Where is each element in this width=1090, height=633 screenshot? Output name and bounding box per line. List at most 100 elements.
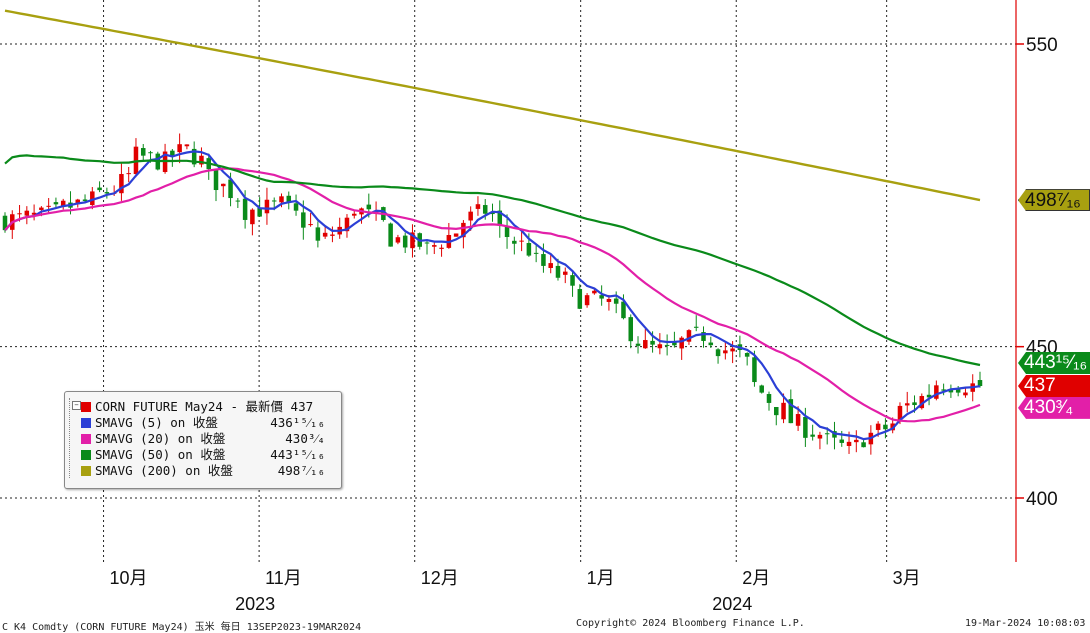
legend-tree-line	[69, 398, 78, 478]
ma-line	[4, 167, 981, 423]
candle-body	[643, 340, 648, 349]
candle-body	[955, 389, 961, 393]
candle-body	[541, 254, 546, 266]
candle-body	[279, 196, 284, 203]
legend-value: 443¹⁵⁄₁₆	[270, 447, 325, 462]
candle-body	[570, 275, 575, 286]
candle-body	[97, 187, 102, 191]
candle-body	[795, 414, 801, 426]
candle-body	[788, 399, 794, 424]
legend-swatch	[81, 466, 91, 476]
candle-body	[2, 215, 8, 231]
candle-body	[621, 301, 626, 319]
candle-body	[351, 213, 357, 216]
legend-label: SMAVG (20) on 收盤	[95, 431, 226, 446]
candle-body	[584, 295, 590, 306]
legend-swatch	[81, 402, 91, 412]
candle-body	[53, 202, 59, 205]
legend-swatch	[81, 434, 91, 444]
candle-body	[366, 204, 372, 210]
legend-collapse-icon[interactable]: −	[72, 401, 81, 410]
candle-body	[242, 198, 248, 220]
legend-label: CORN FUTURE May24 - 最新價 437	[95, 399, 314, 414]
candle-body	[635, 343, 641, 346]
moving-averages	[4, 9, 981, 441]
chart-legend: − CORN FUTURE May24 - 最新價 437 SMAVG (5) …	[64, 391, 342, 489]
candle-body	[271, 200, 277, 202]
candle-body	[599, 295, 604, 299]
candle-body	[264, 199, 270, 214]
candle-body	[439, 247, 444, 249]
candle-body	[482, 205, 488, 214]
candle-body	[563, 271, 568, 275]
footer-timestamp: 19-Mar-2024 10:08:03	[965, 618, 1086, 629]
candle-body	[170, 150, 175, 156]
candle-body	[344, 217, 350, 232]
candle-body	[221, 183, 226, 187]
candle-body	[257, 207, 262, 217]
candle-body	[75, 199, 81, 205]
candle-body	[963, 392, 968, 396]
candle-body	[432, 245, 437, 247]
candle-body	[31, 212, 37, 215]
candle-body	[315, 227, 321, 241]
x-year-label: 2023	[235, 594, 275, 614]
candle-body	[672, 342, 677, 346]
candle-body	[854, 439, 859, 443]
candle-body	[977, 380, 983, 387]
y-tick-label: 550	[1026, 35, 1058, 56]
candle-body	[919, 396, 925, 409]
candle-body	[613, 298, 619, 304]
x-tick-label: 12月	[421, 568, 459, 588]
candle-body	[693, 326, 699, 328]
candle-body	[184, 144, 190, 147]
x-tick-label: 1月	[587, 568, 615, 588]
price-tag-last: 437	[1018, 375, 1090, 397]
candle-body	[752, 357, 757, 383]
candle-body	[839, 439, 845, 443]
candle-body	[592, 290, 597, 294]
candle-body	[512, 240, 517, 244]
candle-body	[926, 394, 932, 398]
candle-body	[730, 348, 735, 352]
candle-body	[177, 144, 182, 153]
candle-body	[468, 211, 473, 221]
candle-body	[548, 263, 553, 268]
candle-body	[330, 234, 335, 236]
candle-body	[504, 225, 510, 238]
candle-body	[90, 191, 95, 206]
x-tick-label: 2月	[742, 568, 770, 588]
candle-body	[82, 199, 88, 201]
x-tick-label: 3月	[893, 568, 921, 588]
legend-label: SMAVG (50) on 收盤	[95, 447, 226, 462]
legend-row-sma50: SMAVG (50) on 收盤 443¹⁵⁄₁₆	[81, 447, 337, 463]
ma-line	[4, 150, 981, 441]
candle-body	[126, 173, 131, 175]
candle-body	[774, 407, 779, 416]
candle-body	[526, 243, 532, 256]
candle-body	[897, 405, 903, 422]
candle-body	[650, 340, 655, 345]
candle-body	[701, 332, 706, 341]
candle-body	[810, 434, 815, 437]
candle-body	[235, 200, 241, 202]
candle-body	[461, 222, 466, 238]
candle-body	[308, 224, 313, 226]
legend-swatch	[81, 418, 91, 428]
price-tag-sma20: 430³⁄₄	[1018, 396, 1090, 419]
legend-value: 498⁷⁄₁₆	[277, 463, 325, 478]
candle-body	[119, 174, 124, 194]
candle-body	[475, 204, 481, 209]
candle-body	[519, 240, 524, 242]
candle-body	[679, 337, 684, 349]
candle-body	[424, 242, 430, 244]
ma-line	[4, 154, 981, 367]
legend-value: 436¹⁵⁄₁₆	[270, 415, 325, 430]
candle-body	[410, 232, 415, 249]
x-axis-ticks: 10月 11月 12月 1月 2月 3月 2023 2024	[110, 568, 921, 614]
candle-body	[286, 195, 292, 202]
candle-body	[664, 344, 670, 346]
candle-body	[199, 155, 204, 165]
legend-label: SMAVG (200) on 收盤	[95, 463, 233, 478]
